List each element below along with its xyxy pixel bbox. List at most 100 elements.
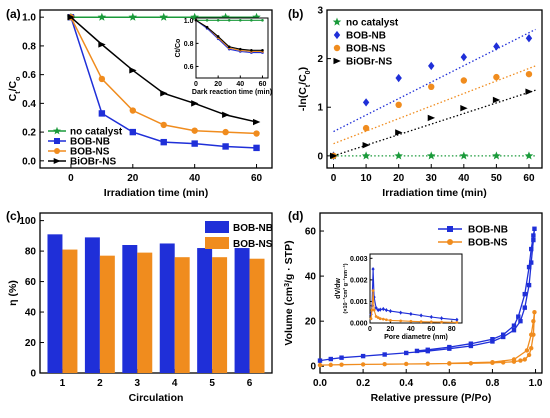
c-ytick-label: 60 — [25, 277, 37, 288]
c-legend-swatch — [205, 237, 229, 249]
b-legend-marker — [333, 30, 341, 40]
d-ytick-label: 60 — [305, 227, 317, 238]
d-legend-label: BOB-NB — [468, 225, 508, 236]
c-bar — [99, 255, 115, 373]
d-inset-series-line — [370, 290, 457, 323]
d-inset-point — [429, 320, 433, 324]
a-data-point — [129, 107, 136, 114]
d-inset-point — [381, 306, 385, 312]
c-bar — [234, 248, 250, 373]
c-legend-label: BOB-NB — [233, 223, 273, 234]
d-inset-xtick-label: 80 — [448, 326, 456, 333]
d-data-point — [360, 362, 366, 367]
c-x-axis-label: Circulation — [129, 392, 184, 404]
d-data-point — [404, 350, 409, 356]
a-data-point — [191, 140, 198, 147]
b-legend-label: BOB-NS — [346, 44, 386, 55]
c-bar — [137, 252, 153, 373]
d-xtick-label: 0.6 — [442, 378, 456, 389]
d-data-point — [360, 353, 366, 359]
d-inset-point — [374, 305, 378, 310]
d-inset-xtick-label: 40 — [407, 326, 415, 333]
d-inset-point — [372, 308, 376, 312]
a-inset-xtick-label: 60 — [259, 81, 267, 88]
b-data-point — [525, 70, 533, 78]
d-xtick-label: 0.8 — [485, 378, 499, 389]
d-xtick-label: 0.4 — [399, 378, 413, 389]
d-data-point — [526, 264, 532, 270]
a-inset-y-label: Ct/Co — [175, 39, 182, 58]
b-data-point — [524, 151, 534, 160]
c-ytick-label: 80 — [25, 247, 37, 258]
d-data-point — [328, 356, 333, 362]
a-inset-point — [239, 47, 242, 51]
d-data-point — [490, 339, 495, 344]
c-xtick-label: 6 — [247, 378, 253, 389]
a-legend-label: BOB-NS — [70, 147, 110, 158]
b-xtick-label: 0 — [331, 173, 337, 184]
c-bar — [122, 245, 138, 373]
b-data-point — [362, 124, 370, 132]
d-data-point — [328, 362, 333, 368]
b-ytick-label: 2 — [317, 54, 323, 65]
c-xtick-label: 5 — [209, 378, 215, 389]
d-inset-xtick-label: 20 — [387, 326, 395, 333]
d-inset-point — [440, 320, 443, 324]
a-data-point — [129, 67, 137, 74]
d-inset-point — [378, 307, 382, 312]
a-legend-marker — [54, 138, 60, 144]
a-legend-label: no catalyst — [70, 127, 123, 138]
d-data-point — [447, 344, 452, 350]
d-data-point — [511, 357, 517, 362]
a-y-label-sub: o — [15, 77, 22, 81]
b-data-point — [395, 101, 402, 109]
d-ytick-label: 20 — [305, 317, 317, 328]
b-ytick-label: 0 — [317, 151, 323, 162]
a-data-point — [253, 118, 261, 126]
a-data-point — [191, 127, 198, 134]
b-data-point — [361, 151, 371, 160]
c-bar — [47, 234, 63, 373]
b-ytick-label: 1 — [317, 103, 323, 114]
b-legend-marker — [332, 17, 342, 26]
d-y-label-part: /g · STP) — [283, 240, 295, 283]
a-x-axis-label: Irradiation time (min) — [104, 187, 208, 199]
d-inset-point — [371, 289, 375, 293]
c-bar — [84, 237, 100, 373]
c-xtick-label: 1 — [60, 378, 66, 389]
d-data-point — [382, 362, 387, 367]
a-y-label-sub: t — [15, 91, 22, 94]
b-data-point — [493, 73, 500, 81]
d-inset-point — [381, 317, 385, 321]
d-data-point — [511, 323, 517, 328]
d-data-point — [501, 332, 506, 337]
d-data-point — [425, 347, 430, 352]
d-data-point — [317, 358, 323, 363]
d-inset-point — [388, 309, 393, 314]
a-inset-ytick-label: 0.6 — [184, 64, 194, 71]
a-data-point — [191, 100, 199, 107]
c-y-axis-label: η (%) — [7, 280, 19, 306]
b-xtick-label: 20 — [393, 173, 405, 184]
d-panel-label: (d) — [288, 209, 303, 223]
a-data-point — [253, 130, 260, 137]
a-data-point — [221, 12, 230, 21]
b-data-point — [394, 151, 403, 160]
d-data-point — [425, 361, 430, 366]
b-y-label-part: -ln(C — [297, 87, 309, 111]
a-data-point — [160, 90, 168, 97]
a-ytick-label: 0.6 — [22, 70, 36, 81]
c-bar — [174, 257, 190, 373]
b-xtick-label: 50 — [491, 173, 503, 184]
c-bar — [62, 249, 78, 373]
b-xtick-label: 60 — [523, 173, 535, 184]
a-data-point — [128, 12, 138, 21]
a-data-point — [253, 144, 260, 152]
c-ytick-label: 40 — [25, 308, 37, 319]
b-data-point — [460, 52, 468, 62]
b-data-point — [395, 73, 402, 83]
d-data-point — [522, 305, 527, 310]
d-data-point — [511, 327, 517, 333]
a-inset-point — [216, 19, 220, 22]
